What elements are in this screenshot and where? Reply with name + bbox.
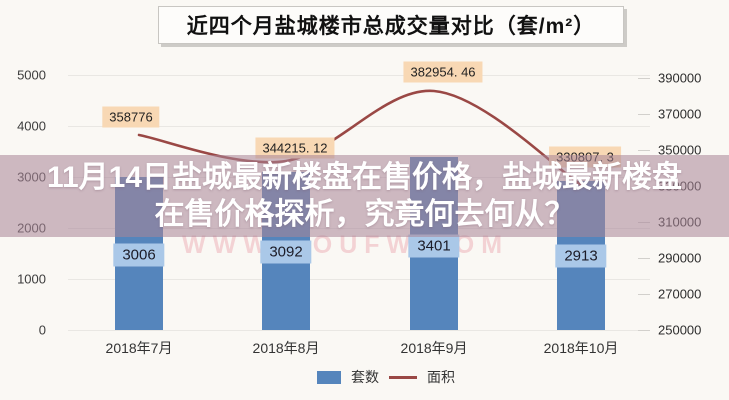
legend-line-swatch — [389, 375, 417, 379]
line-point-label-jul: 358776 — [102, 106, 160, 128]
left-axis-tick: 0 — [38, 322, 46, 338]
right-axis-tickmark — [638, 294, 650, 295]
x-axis-label-sep: 2018年9月 — [400, 340, 468, 356]
x-axis-label-jul: 2018年7月 — [105, 340, 173, 356]
headline-overlay-band: 11月14日盐城最新楼盘在售价格，盐城最新楼盘 在售价格探析，究竟何去何从？ — [0, 155, 729, 237]
chart-title: 近四个月盐城楼市总成交量对比（套/m²） — [186, 15, 596, 38]
left-axis-tick: 4000 — [17, 118, 46, 134]
right-axis-tick: 370000 — [658, 106, 702, 122]
x-axis-label-oct: 2018年10月 — [543, 340, 619, 356]
legend-bar-label: 套数 — [351, 369, 379, 385]
headline-line-1: 11月14日盐城最新楼盘在售价格，盐城最新楼盘 — [46, 161, 683, 194]
right-axis-tickmark — [638, 114, 650, 115]
line-point-label-aug: 344215. 12 — [255, 137, 335, 159]
right-axis-tickmark — [638, 258, 650, 259]
legend: 套数 面积 — [276, 366, 496, 388]
legend-line-label: 面积 — [427, 369, 455, 385]
bar-value-label-sep: 3401 — [408, 234, 460, 258]
bar-value-label-jul: 3006 — [113, 243, 165, 267]
right-axis-tickmark — [638, 150, 650, 151]
headline-line-2: 在售价格探析，究竟何去何从？ — [154, 198, 575, 231]
right-axis-tick: 270000 — [658, 286, 702, 302]
bar-value-label-aug: 3092 — [260, 240, 312, 264]
x-axis-label-aug: 2018年8月 — [252, 340, 320, 356]
right-axis-tick: 350000 — [658, 142, 702, 158]
gridline — [68, 126, 650, 127]
chart-title-box: 近四个月盐城楼市总成交量对比（套/m²） — [158, 6, 624, 44]
legend-bar-swatch — [317, 370, 341, 384]
right-axis-tick: 250000 — [658, 322, 702, 338]
left-axis-tick: 5000 — [17, 67, 46, 83]
bar-value-label-oct: 2913 — [555, 244, 607, 268]
right-axis-tick: 390000 — [658, 70, 702, 86]
right-axis-tick: 290000 — [658, 250, 702, 266]
gridline — [68, 279, 650, 280]
gridline — [68, 75, 650, 76]
gridline — [68, 330, 650, 331]
line-point-label-sep: 382954. 46 — [403, 61, 483, 83]
left-axis-tick: 1000 — [17, 271, 46, 287]
right-axis-tickmark — [638, 330, 650, 331]
right-axis-tickmark — [638, 78, 650, 79]
